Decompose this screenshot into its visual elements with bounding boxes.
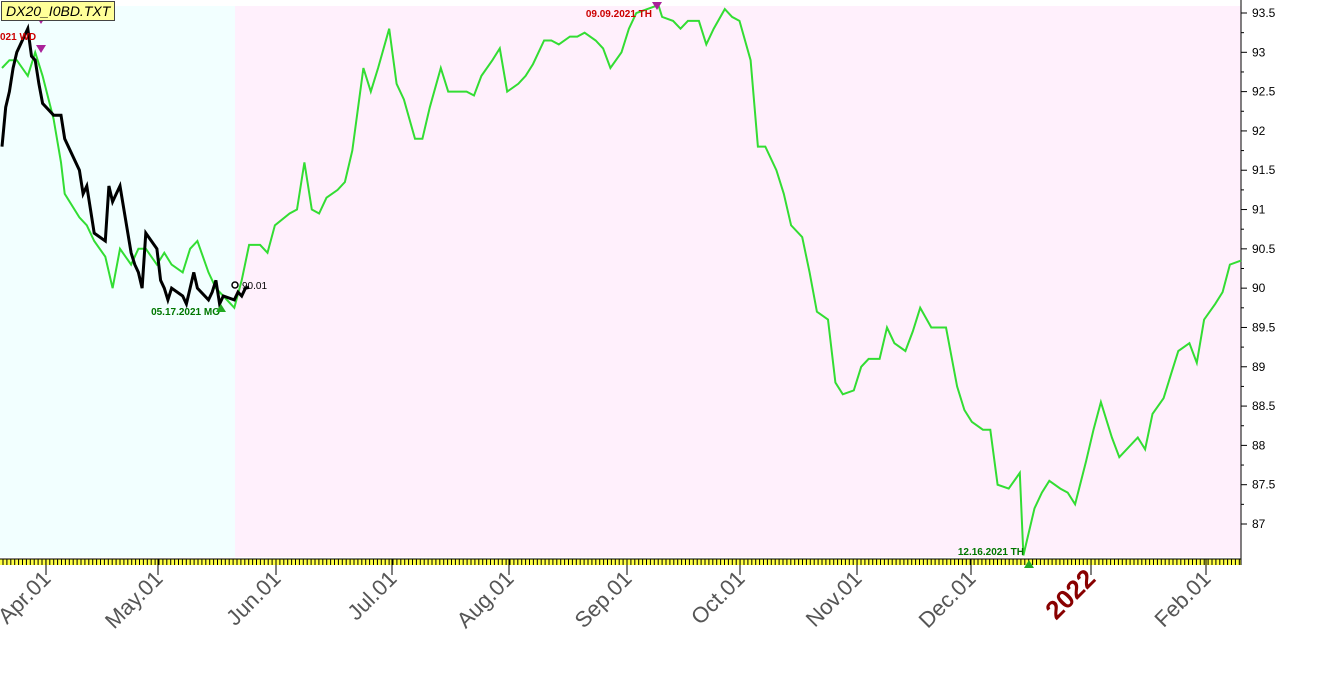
y-tick-label: 88 [1252,438,1266,452]
x-tick-label: Jun.01 [221,566,285,630]
x-tick-label: May.01 [100,566,168,634]
x-axis-labels: Apr.01 May.01 Jun.01 Jul.01 Aug.01 Sep.01 Oct.… [0,559,1216,633]
x-tick-label: Apr.01 [0,566,56,629]
y-tick-label: 89.5 [1252,320,1276,334]
tick-strip-fill [0,559,1241,565]
series-line-green [1,3,1242,556]
low-marker-dec [1024,560,1034,568]
y-tick-label: 92.5 [1252,85,1276,99]
x-tick-strip [0,558,1241,565]
last-value-label: 90.01 [242,281,267,292]
y-tick-label: 87 [1252,517,1266,531]
low-marker-may [216,304,226,312]
x-tick-label: Nov.01 [801,566,867,632]
high-label-left: 021 WD [0,32,36,43]
last-value-marker [231,281,239,289]
high-label-sep: 09.09.2021 TH [586,9,652,20]
y-tick-label: 88.5 [1252,399,1276,413]
x-tick-label: Jul.01 [342,566,401,625]
y-axis: 87 87.5 88 88.5 89 89.5 90 90.5 91 91.5 92 92.5 93 93… [1240,0,1276,565]
y-tick-label: 90 [1252,281,1266,295]
high-marker-left-2 [36,45,46,53]
y-tick-label: 93 [1252,45,1266,59]
low-label-dec: 12.16.2021 TH [958,547,1024,558]
x-tick-label: Dec.01 [914,566,981,633]
history-region [0,6,235,557]
high-marker-sep [652,2,662,10]
x-tick-label: Feb.01 [1149,566,1215,632]
y-tick-label: 93.5 [1252,6,1276,20]
x-tick-label: Oct.01 [686,566,750,630]
series-line-black [0,23,250,309]
x-tick-label: Sep.01 [570,566,637,633]
y-tick-label: 89 [1252,360,1266,374]
low-label-may: 05.17.2021 MO [151,307,220,318]
y-tick-label: 90.5 [1252,242,1276,256]
file-label[interactable]: DX20_I0BD.TXT [1,1,116,21]
x-tick-label: Aug.01 [452,566,519,633]
y-tick-label: 92 [1252,124,1266,138]
x-tick-label: 2022 [1039,563,1101,625]
projection-region [235,6,1241,557]
y-tick-label: 91 [1252,203,1266,217]
y-tick-label: 87.5 [1252,478,1276,492]
y-tick-label: 91.5 [1252,163,1276,177]
